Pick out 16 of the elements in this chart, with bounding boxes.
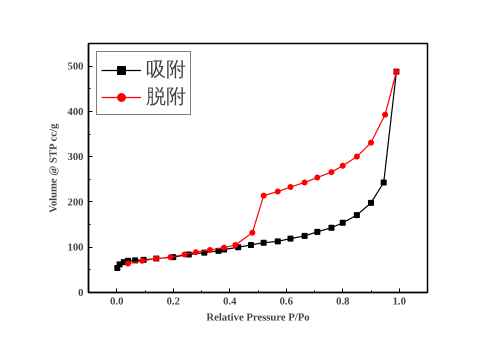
y-tick-label: 400: [68, 106, 84, 118]
y-tick-label: 500: [68, 62, 84, 73]
x-tick-label: 0.2: [166, 296, 180, 308]
x-tick-label: 0.8: [336, 296, 350, 308]
y-tick-label: 100: [68, 242, 84, 254]
x-tick-label: 1.0: [392, 296, 406, 308]
x-tick-label: 0.0: [110, 296, 124, 308]
y-tick-label: 300: [68, 152, 84, 164]
y-tick-label: 200: [68, 197, 84, 208]
x-tick-label: 0.4: [223, 296, 238, 308]
legend-label: 脱附: [146, 83, 186, 110]
y-tick-label: 0: [78, 288, 84, 299]
y-axis-title: Volume @ STP cc/g: [48, 123, 60, 213]
legend-label: 吸附: [146, 56, 186, 83]
x-axis-title: Relative Pressure P/Po: [206, 312, 310, 324]
x-tick-label: 0.6: [280, 296, 294, 308]
